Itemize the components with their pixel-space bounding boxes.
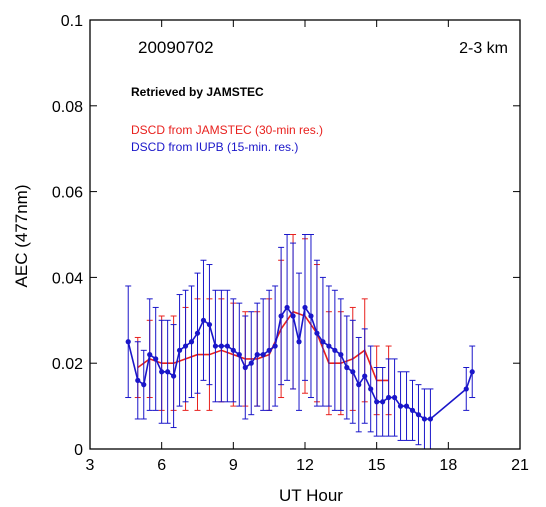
data-point-iupb: [147, 352, 153, 358]
data-point-iupb: [302, 304, 308, 311]
axis-layer: 3 6 9 12 15 18 21 0 0.02 0.04 0.06 0.08 0.1: [52, 13, 529, 474]
x-tick-label: 6: [157, 457, 166, 474]
x-tick-label: 12: [296, 457, 314, 474]
legend-item-iupb: DSCD from IUPB (15-min. res.): [131, 140, 298, 154]
retrieved-by-annotation: Retrieved by JAMSTEC: [131, 85, 264, 99]
legend-item-jamstec: DSCD from JAMSTEC (30-min res.): [131, 123, 323, 137]
altitude-annotation: 2-3 km: [459, 40, 508, 57]
x-tick-label: 15: [368, 457, 386, 474]
x-tick-label: 9: [229, 457, 238, 474]
data-point-iupb: [344, 364, 350, 371]
data-point-iupb: [236, 352, 242, 358]
data-point-iupb: [272, 343, 278, 349]
data-point-iupb: [320, 339, 326, 345]
data-point-iupb: [254, 352, 260, 358]
data-point-iupb: [141, 382, 147, 388]
data-point-iupb: [224, 343, 230, 349]
x-tick-label: 18: [439, 457, 457, 474]
data-point-iupb: [427, 416, 434, 422]
data-point-iupb: [165, 369, 171, 375]
data-point-iupb: [374, 399, 380, 405]
data-point-iupb: [380, 399, 386, 405]
data-point-iupb: [350, 369, 356, 375]
date-annotation: 20090702: [138, 38, 214, 57]
data-point-iupb: [421, 416, 428, 422]
y-tick-label: 0.1: [61, 13, 83, 30]
x-tick-label: 21: [511, 457, 529, 474]
data-point-iupb: [242, 364, 248, 371]
data-point-iupb: [362, 373, 368, 379]
data-point-iupb: [278, 313, 284, 319]
data-point-iupb: [338, 352, 344, 358]
data-point-iupb: [326, 343, 332, 349]
data-point-iupb: [409, 407, 416, 413]
data-point-iupb: [230, 347, 236, 353]
data-point-iupb: [171, 373, 177, 379]
data-point-iupb: [469, 369, 475, 375]
data-point-iupb: [284, 304, 290, 311]
data-point-iupb: [218, 343, 224, 349]
data-point-iupb: [188, 339, 195, 345]
data-point-iupb: [266, 347, 272, 353]
data-point-iupb: [206, 321, 213, 328]
y-tick-label: 0.06: [52, 185, 83, 202]
data-point-iupb: [391, 394, 398, 401]
y-tick-label: 0.04: [52, 270, 83, 287]
data-point-iupb: [260, 352, 266, 358]
data-point-iupb: [397, 403, 404, 409]
y-axis-title: AEC (477nm): [12, 185, 31, 288]
data-point-iupb: [296, 339, 302, 345]
data-point-iupb: [212, 343, 219, 349]
data-point-iupb: [308, 313, 314, 319]
data-point-iupb: [176, 347, 183, 353]
data-point-iupb: [314, 330, 320, 336]
data-point-iupb: [153, 356, 159, 362]
data-point-iupb: [194, 330, 201, 336]
data-point-iupb: [290, 313, 296, 319]
data-point-iupb: [368, 386, 374, 392]
data-point-iupb: [248, 360, 254, 366]
data-point-iupb: [332, 347, 338, 353]
data-point-iupb: [403, 403, 410, 409]
x-axis-title: UT Hour: [279, 486, 343, 505]
data-point-iupb: [200, 317, 207, 323]
data-point-iupb: [463, 386, 469, 392]
y-tick-label: 0.08: [52, 99, 83, 116]
data-point-iupb: [386, 394, 392, 401]
data-point-iupb: [415, 412, 422, 418]
y-tick-label: 0.02: [52, 356, 83, 373]
series-layer: [125, 234, 476, 450]
data-point-iupb: [356, 382, 362, 388]
data-point-iupb: [182, 343, 189, 349]
y-tick-label: 0: [74, 442, 83, 459]
data-point-iupb: [125, 339, 131, 345]
data-point-iupb: [135, 377, 141, 383]
x-tick-label: 3: [86, 457, 95, 474]
series-iupb: [125, 234, 476, 450]
data-point-iupb: [159, 369, 165, 375]
